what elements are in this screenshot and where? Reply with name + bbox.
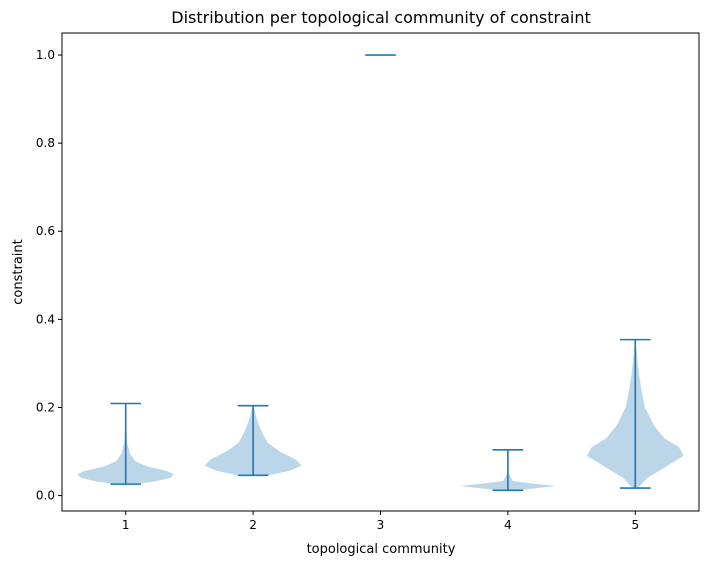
chart-title: Distribution per topological community o…: [171, 8, 590, 27]
x-tick-label: 4: [504, 518, 512, 532]
plot-area: [77, 54, 684, 492]
x-tick-label: 2: [249, 518, 257, 532]
y-axis-label: constraint: [11, 239, 26, 304]
y-tick-label: 1.0: [36, 48, 55, 62]
x-tick-label: 5: [631, 518, 639, 532]
y-tick-label: 0.6: [36, 224, 55, 238]
y-tick-label: 0.8: [36, 136, 55, 150]
y-tick-label: 0.4: [36, 312, 55, 326]
y-tick-label: 0.2: [36, 400, 55, 414]
x-tick-label: 1: [122, 518, 130, 532]
x-axis-label: topological community: [307, 542, 456, 557]
x-tick-label: 3: [377, 518, 385, 532]
y-tick-label: 0.0: [36, 489, 55, 503]
plot-frame: [61, 32, 700, 512]
